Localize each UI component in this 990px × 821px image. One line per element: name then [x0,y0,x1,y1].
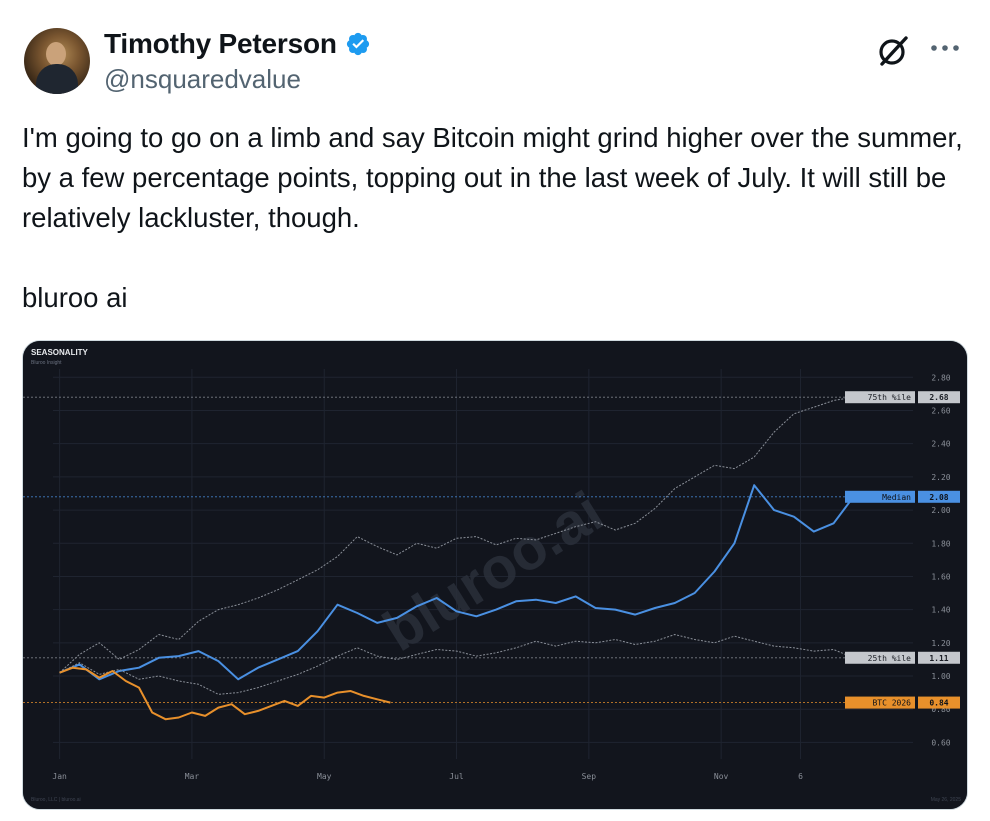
x-tick-label: Jan [52,772,67,781]
y-tick-label: 0.80 [931,705,950,714]
chart-title: SEASONALITY [31,348,89,357]
x-tick-label: Mar [185,772,200,781]
y-tick-label: 1.20 [931,639,950,648]
chart-subtitle: Bluroo Insight [31,360,62,366]
series-label-text: 25th %ile [868,654,912,663]
series-value-text: 2.08 [929,493,948,502]
series-value-tag [918,651,960,664]
series-value-text: 1.11 [929,654,948,663]
chart-footer-left: Bluroo, LLC | bluroo.ai [31,797,81,803]
author-row: Timothy Peterson [104,28,371,60]
tweet-body: I'm going to go on a limb and say Bitcoi… [22,118,972,318]
x-tick-label: Sep [582,772,597,781]
y-tick-label: 2.60 [931,406,950,415]
series-label-tag [845,490,915,503]
y-tick-label: 1.40 [931,606,950,615]
verified-badge-icon [346,32,369,56]
author-handle[interactable]: @nsquaredvalue [104,64,301,94]
chart-footer-right: May 26, 2025 [931,797,962,803]
x-tick-label: May [317,772,332,781]
y-tick-label: 1.00 [931,672,950,681]
series-value-tag [918,490,960,503]
series-line-median [59,484,855,681]
series-label-text: Median [882,493,911,502]
avatar[interactable] [24,28,90,94]
y-tick-label: 2.00 [931,506,950,515]
x-tick-label: Jul [449,772,464,781]
chart-image[interactable]: SEASONALITY Bluroo Insight bluroo.ai 2.80 2.… [22,340,968,810]
chart-background [23,341,967,809]
series-label-text: 75th %ile [868,393,912,402]
series-value-text: 2.68 [929,393,948,402]
x-tick-label: Nov [714,772,729,781]
series-value-tag [918,696,960,709]
series-line-btc-2026 [59,666,391,721]
series-label-tag [845,696,915,709]
y-tick-label: 2.20 [931,473,950,482]
y-tick-label: 1.80 [931,539,950,548]
avatar-body [36,64,78,94]
tweet-text-paragraph: I'm going to go on a limb and say Bitcoi… [22,122,963,233]
author-name[interactable]: Timothy Peterson [104,28,337,59]
series-value-text: 0.84 [929,699,948,708]
y-tick-label: 0.60 [931,738,950,747]
series-line-75th-ile [59,396,854,674]
y-tick-label: 2.80 [931,373,950,382]
y-tick-label: 1.60 [931,572,950,581]
series-label-tag [845,391,915,404]
series-label-text: BTC 2026 [872,699,911,708]
series-label-tag [845,651,915,664]
series-value-tag [918,391,960,404]
avatar-head [46,42,66,66]
y-tick-label: 2.40 [931,440,950,449]
series-line-25th-ile [59,634,854,695]
x-tick-label: 6 [798,772,803,781]
tweet-signature: bluroo ai [22,282,128,313]
more-options-icon[interactable] [928,38,962,58]
grok-icon[interactable] [876,34,910,68]
paragraph-gap [22,238,972,278]
